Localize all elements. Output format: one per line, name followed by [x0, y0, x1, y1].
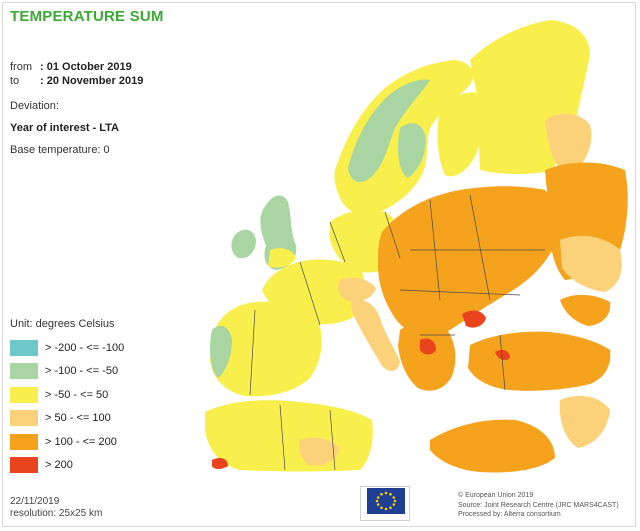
legend-swatch — [10, 457, 38, 474]
credit-source: Source: Joint Research Centre (JRC MARS4… — [458, 501, 619, 509]
middle-east-east — [559, 395, 610, 448]
turkey-hot — [495, 350, 510, 360]
period-to-row: to : 20 November 2019 — [10, 74, 143, 88]
caucasus — [560, 294, 611, 326]
from-label: from — [10, 61, 32, 73]
north-africa — [205, 400, 373, 472]
legend-swatch — [10, 339, 38, 356]
legend: Unit: degrees Celsius > -200 - <= -100 >… — [10, 318, 124, 477]
legend-unit: Unit: degrees Celsius — [10, 318, 115, 330]
near-east — [430, 419, 555, 473]
north-africa-hot — [212, 458, 228, 469]
legend-label: > 100 - <= 200 — [45, 435, 117, 448]
north-africa-warm — [299, 437, 340, 466]
balkans — [398, 322, 456, 391]
romania-hot — [462, 310, 486, 328]
great-britain-south — [268, 248, 296, 268]
legend-item: > 200 — [10, 454, 124, 478]
period-block: from : 01 October 2019 to : 20 November … — [10, 60, 143, 88]
deviation-label: Deviation: — [10, 100, 59, 112]
eu-logo-frame — [360, 486, 410, 521]
credits-block: © European Union 2019 Source: Joint Rese… — [458, 491, 619, 520]
italy — [351, 299, 400, 371]
credit-copyright: © European Union 2019 — [458, 492, 534, 499]
legend-label: > -100 - <= -50 — [45, 365, 119, 378]
to-value: : 20 November 2019 — [40, 75, 144, 87]
eu-stars-icon — [375, 491, 397, 511]
legend-label: > -50 - <= 50 — [45, 388, 109, 401]
alpine-warm — [338, 277, 376, 302]
iberia-west-cool — [210, 325, 232, 378]
credit-processed: Processed by: Alterra consortium — [458, 511, 561, 518]
year-of-interest: Year of interest - LTA — [10, 122, 120, 134]
legend-label: > -200 - <= -100 — [45, 341, 125, 354]
issue-date: 22/11/2019 — [10, 496, 60, 507]
russia-southeast-mild — [560, 235, 622, 292]
legend-swatch — [10, 363, 38, 380]
from-value: : 01 October 2019 — [40, 61, 132, 73]
legend-item: > -50 - <= 50 — [10, 383, 124, 407]
scandinavia-cool-west — [348, 79, 430, 183]
country-borders — [249, 194, 545, 471]
resolution-text: resolution: 25x25 km — [10, 508, 103, 519]
finland-region — [437, 92, 483, 177]
legend-item: > -100 - <= -50 — [10, 360, 124, 384]
legend-item: > 100 - <= 200 — [10, 430, 124, 454]
legend-label: > 50 - <= 100 — [45, 412, 111, 425]
legend-item: > 50 - <= 100 — [10, 407, 124, 431]
footer-date-block: 22/11/2019 resolution: 25x25 km — [10, 496, 102, 520]
period-from-row: from : 01 October 2019 — [10, 60, 143, 74]
to-label: to — [10, 75, 20, 87]
legend-swatch — [10, 410, 38, 427]
legend-swatch — [10, 386, 38, 403]
ireland — [231, 229, 256, 259]
france-benelux — [262, 259, 365, 325]
legend-label: > 200 — [45, 459, 73, 472]
eu-flag-logo — [367, 488, 405, 514]
turkey — [468, 331, 611, 391]
iberia — [210, 301, 322, 397]
eastern-europe — [378, 186, 559, 335]
map-title: TEMPERATURE SUM — [10, 8, 164, 25]
scandinavia-cool-south — [398, 123, 426, 178]
balkans-hot-1 — [420, 338, 436, 355]
legend-item: > -200 - <= -100 — [10, 336, 124, 360]
legend-swatch — [10, 433, 38, 450]
base-temperature: Base temperature: 0 — [10, 144, 110, 156]
russia-north-warm — [545, 113, 592, 175]
map-frame — [2, 2, 636, 527]
